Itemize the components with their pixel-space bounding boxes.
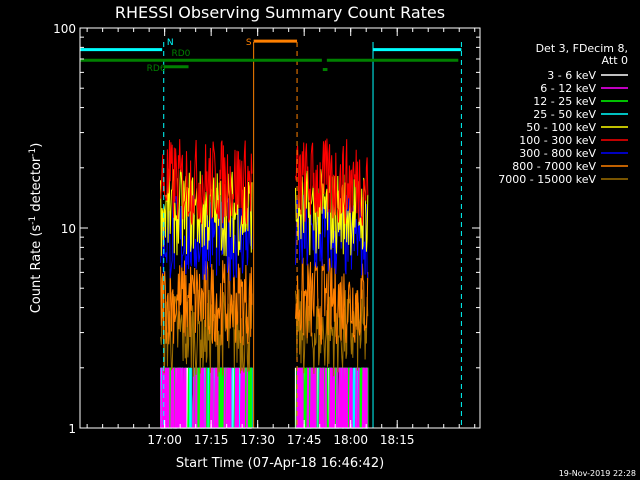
series-trace-50-100-kev-1 (295, 169, 369, 256)
series-trace-50-100-kev-0 (160, 168, 253, 257)
axes-layer: 17:00 17:15 17:30 17:45 18:00 18:15 1 10 100 (53, 22, 480, 447)
legend-label-50-100-kev: 50 - 100 keV (526, 121, 596, 134)
y-axis-label-sup2: -1 (28, 148, 38, 157)
y-axis-label-tail: detector (29, 156, 44, 216)
legend-label-7000-15000-kev: 7000 - 15000 keV (498, 173, 596, 186)
y-axis-label: Count Rate (s-1 detector-1) (28, 143, 44, 314)
x-tick-label-0: 17:00 (147, 433, 182, 447)
flag-label-rd6: RD6 (147, 64, 166, 74)
flag-gap (321, 57, 327, 64)
y-tick-label-0: 1 (68, 422, 76, 436)
y-tick-label-1: 10 (61, 222, 76, 236)
legend-label-25-50-kev: 25 - 50 keV (533, 108, 596, 121)
y-tick-label-2: 100 (53, 22, 76, 36)
series-trace-7000-15000-kev-0 (160, 289, 253, 377)
series-trace-100-300-kev-0 (160, 139, 253, 225)
flag-label-s: S (246, 38, 252, 48)
legend-label-100-300-kev: 100 - 300 keV (519, 134, 596, 147)
y-axis-label-close: ) (29, 143, 44, 148)
timestamp: 19-Nov-2019 22:28 (559, 469, 636, 478)
legend-label-3-6-kev: 3 - 6 keV (547, 69, 596, 82)
series-trace-300-800-kev-0 (160, 194, 253, 282)
y-axis-label-sup: -1 (28, 216, 38, 225)
legend-label-800-7000-kev: 800 - 7000 keV (512, 160, 596, 173)
flag-label-n: N (167, 38, 174, 48)
legend-header-line-1: Det 3, FDecim 8, (536, 42, 628, 55)
flag-label-rd0: RD0 (171, 49, 190, 59)
legend-label-300-800-kev: 300 - 800 keV (519, 147, 596, 160)
x-tick-label-3: 17:45 (287, 433, 322, 447)
legend-label-6-12-kev: 6 - 12 keV (540, 82, 596, 95)
plot-frame (79, 27, 481, 429)
x-tick-label-4: 18:00 (333, 433, 368, 447)
series-trace-300-800-kev-1 (295, 194, 369, 278)
x-tick-label-2: 17:30 (240, 433, 275, 447)
data-layer: N S RD0 RD6 (79, 38, 462, 429)
chart-title: RHESSI Observing Summary Count Rates (115, 3, 445, 22)
legend-header-line-2: Att 0 (602, 54, 628, 67)
x-tick-label-5: 18:15 (380, 433, 415, 447)
x-axis-label: Start Time (07-Apr-18 16:46:42) (176, 456, 384, 471)
legend-label-12-25-kev: 12 - 25 keV (533, 95, 596, 108)
series-trace-100-300-kev-1 (295, 138, 369, 226)
y-axis-label-main: Count Rate (s (29, 225, 44, 314)
x-tick-label-1: 17:15 (194, 433, 229, 447)
